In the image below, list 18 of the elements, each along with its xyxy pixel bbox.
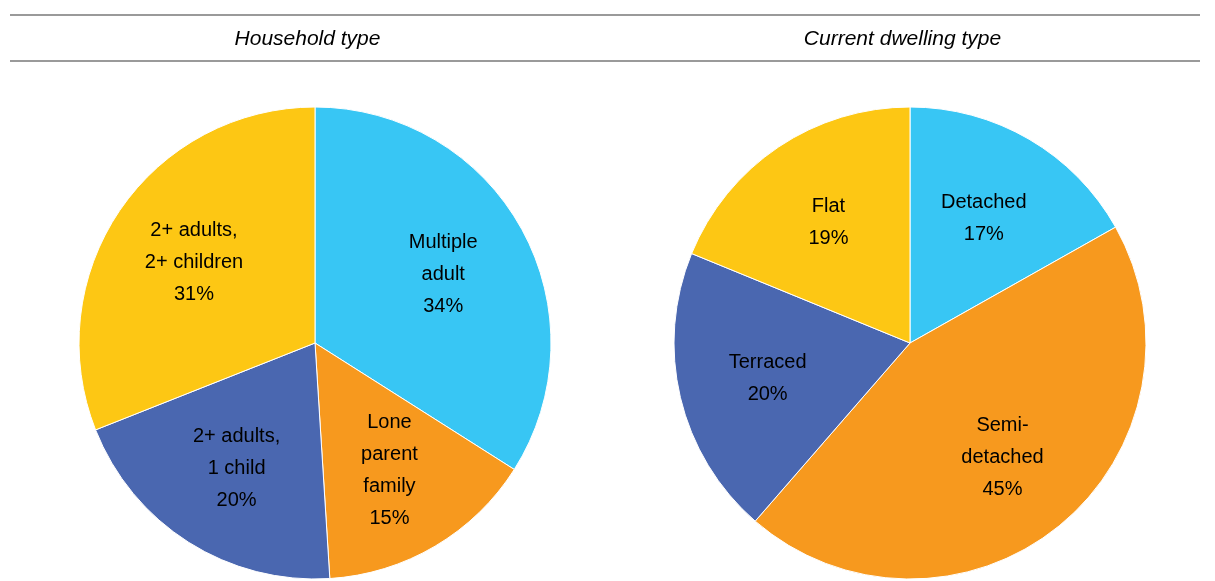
data-label: 19% bbox=[808, 226, 849, 249]
chart-title: Current dwelling type bbox=[605, 14, 1200, 62]
data-label: 45% bbox=[982, 477, 1023, 500]
data-label: 17% bbox=[963, 221, 1005, 244]
data-label: 34% bbox=[423, 293, 464, 316]
slice-label: Semi- detached bbox=[961, 413, 1044, 468]
chart-title: Household type bbox=[10, 14, 605, 62]
slice-label: 2+ adults, 1 child bbox=[192, 423, 281, 478]
data-label: 31% bbox=[173, 281, 215, 304]
data-label: 15% bbox=[369, 505, 410, 528]
slice-label: Multiple adult bbox=[408, 229, 478, 284]
slice-label: Terraced bbox=[728, 349, 807, 372]
slice-label: Flat bbox=[811, 194, 846, 217]
data-label: 20% bbox=[747, 381, 788, 404]
data-label: 20% bbox=[216, 487, 257, 510]
slice-label: Lone parent family bbox=[361, 409, 419, 496]
slice-label: 2+ adults, 2+ children bbox=[144, 217, 244, 272]
slice-label: Detached bbox=[941, 189, 1027, 212]
